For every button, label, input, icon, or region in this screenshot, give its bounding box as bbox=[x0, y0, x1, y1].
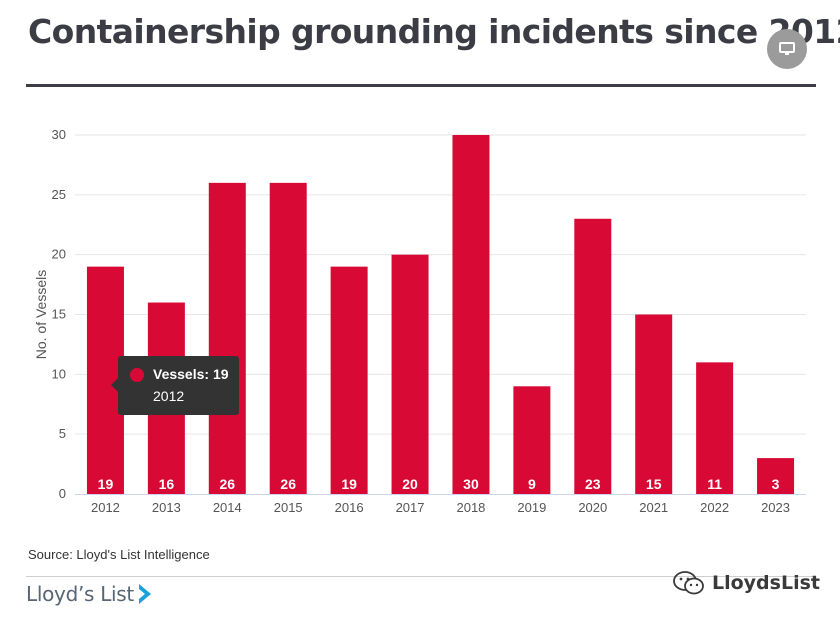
bar-2016[interactable] bbox=[330, 266, 368, 494]
data-label-2015: 26 bbox=[280, 476, 296, 492]
bar-2019[interactable] bbox=[513, 386, 551, 494]
x-tick-label-2022: 2022 bbox=[700, 500, 729, 515]
bar-2018[interactable] bbox=[452, 135, 490, 494]
x-tick-label-2021: 2021 bbox=[639, 500, 668, 515]
lloyds-list-logo: Lloyd’s List bbox=[26, 582, 153, 606]
data-label-2021: 15 bbox=[646, 476, 662, 492]
x-tick-label-2020: 2020 bbox=[578, 500, 607, 515]
data-label-2013: 16 bbox=[159, 476, 175, 492]
source-note: Source: Lloyd's List Intelligence bbox=[28, 547, 210, 562]
bar-2022[interactable] bbox=[696, 362, 734, 494]
present-button[interactable] bbox=[767, 29, 807, 69]
y-tick-label: 5 bbox=[59, 426, 66, 441]
bar-2015[interactable] bbox=[269, 182, 307, 494]
wechat-icon bbox=[673, 571, 704, 595]
y-tick-label: 25 bbox=[52, 187, 66, 202]
bar-2017[interactable] bbox=[391, 254, 429, 494]
x-tick-label-2018: 2018 bbox=[456, 500, 485, 515]
logo-text: Lloyd’s List bbox=[26, 582, 134, 606]
data-label-2016: 19 bbox=[341, 476, 357, 492]
data-label-2022: 11 bbox=[707, 476, 722, 492]
x-tick-label-2014: 2014 bbox=[213, 500, 242, 515]
bar-chart: 19 16 26 26 19 20 30 9 23 15 11 3 0 5 10 15 20 25 30 2012… bbox=[33, 127, 806, 515]
x-tick-label-2019: 2019 bbox=[517, 500, 546, 515]
data-labels: 19 16 26 26 19 20 30 9 23 15 11 3 bbox=[98, 476, 780, 492]
footer-divider bbox=[26, 576, 816, 577]
title-divider bbox=[26, 84, 816, 87]
bar-2021[interactable] bbox=[635, 314, 673, 495]
y-tick-label: 20 bbox=[52, 247, 66, 262]
monitor-icon bbox=[779, 42, 795, 55]
bar-2023[interactable] bbox=[757, 458, 795, 494]
y-tick-label: 30 bbox=[52, 127, 66, 142]
data-label-2023: 3 bbox=[772, 476, 780, 492]
tooltip-category: 2012 bbox=[153, 388, 185, 404]
y-tick-label: 0 bbox=[59, 486, 66, 501]
y-axis-ticks: 0 5 10 15 20 25 30 bbox=[52, 127, 66, 501]
data-label-2020: 23 bbox=[585, 476, 601, 492]
bar-2014[interactable] bbox=[208, 182, 246, 494]
x-axis-ticks: 2012 2013 2014 2015 2016 2017 2018 2019 2020 2021… bbox=[91, 500, 790, 515]
x-tick-label-2012: 2012 bbox=[91, 500, 120, 515]
data-label-2014: 26 bbox=[220, 476, 236, 492]
data-label-2018: 30 bbox=[463, 476, 479, 492]
y-tick-label: 15 bbox=[52, 307, 66, 322]
data-label-2012: 19 bbox=[98, 476, 114, 492]
chart-title: Containership grounding incidents since … bbox=[28, 12, 840, 51]
tooltip-series-dot bbox=[130, 368, 144, 382]
bar-2020[interactable] bbox=[574, 218, 612, 494]
bars bbox=[86, 135, 795, 495]
x-tick-label-2016: 2016 bbox=[335, 500, 364, 515]
data-label-2017: 20 bbox=[402, 476, 418, 492]
x-tick-label-2013: 2013 bbox=[152, 500, 181, 515]
y-tick-label: 10 bbox=[52, 366, 66, 381]
x-tick-label-2023: 2023 bbox=[761, 500, 790, 515]
watermark: LloydsList bbox=[672, 570, 820, 596]
data-label-2019: 9 bbox=[528, 476, 536, 492]
x-tick-label-2017: 2017 bbox=[396, 500, 425, 515]
logo-chevron-icon bbox=[138, 584, 151, 604]
tooltip-series-value: Vessels: 19 bbox=[153, 366, 229, 382]
y-axis-title: No. of Vessels bbox=[33, 270, 49, 360]
tooltip: Vessels: 19 2012 bbox=[111, 356, 239, 415]
watermark-text: LloydsList bbox=[712, 572, 820, 594]
x-tick-label-2015: 2015 bbox=[274, 500, 303, 515]
